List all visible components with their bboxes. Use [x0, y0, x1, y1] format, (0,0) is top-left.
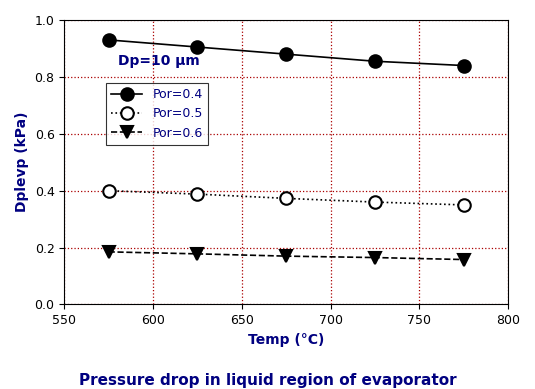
Por=0.5 [105, 188, 112, 193]
Por=0.4 [372, 59, 378, 63]
Text: Pressure drop in liquid region of evaporator: Pressure drop in liquid region of evapor… [79, 373, 456, 388]
Por=0.5 [194, 192, 201, 196]
Por=0.5 [461, 203, 467, 207]
Por=0.6 [372, 255, 378, 260]
Por=0.5 [372, 200, 378, 204]
Por=0.6 [194, 252, 201, 256]
Por=0.4 [105, 38, 112, 42]
Por=0.4 [194, 45, 201, 49]
Y-axis label: Dplevp (kPa): Dplevp (kPa) [15, 112, 29, 212]
Por=0.6 [461, 257, 467, 262]
Por=0.6 [283, 254, 289, 258]
Por=0.6 [105, 249, 112, 254]
Legend: Por=0.4, Por=0.5, Por=0.6: Por=0.4, Por=0.5, Por=0.6 [106, 83, 208, 145]
Line: Por=0.5: Por=0.5 [102, 184, 470, 211]
X-axis label: Temp (°C): Temp (°C) [248, 333, 324, 347]
Por=0.4 [283, 52, 289, 56]
Por=0.4 [461, 63, 467, 68]
Line: Por=0.4: Por=0.4 [102, 34, 470, 72]
Line: Por=0.6: Por=0.6 [102, 245, 470, 266]
Por=0.5 [283, 196, 289, 201]
Text: Dp=10 μm: Dp=10 μm [118, 54, 199, 68]
